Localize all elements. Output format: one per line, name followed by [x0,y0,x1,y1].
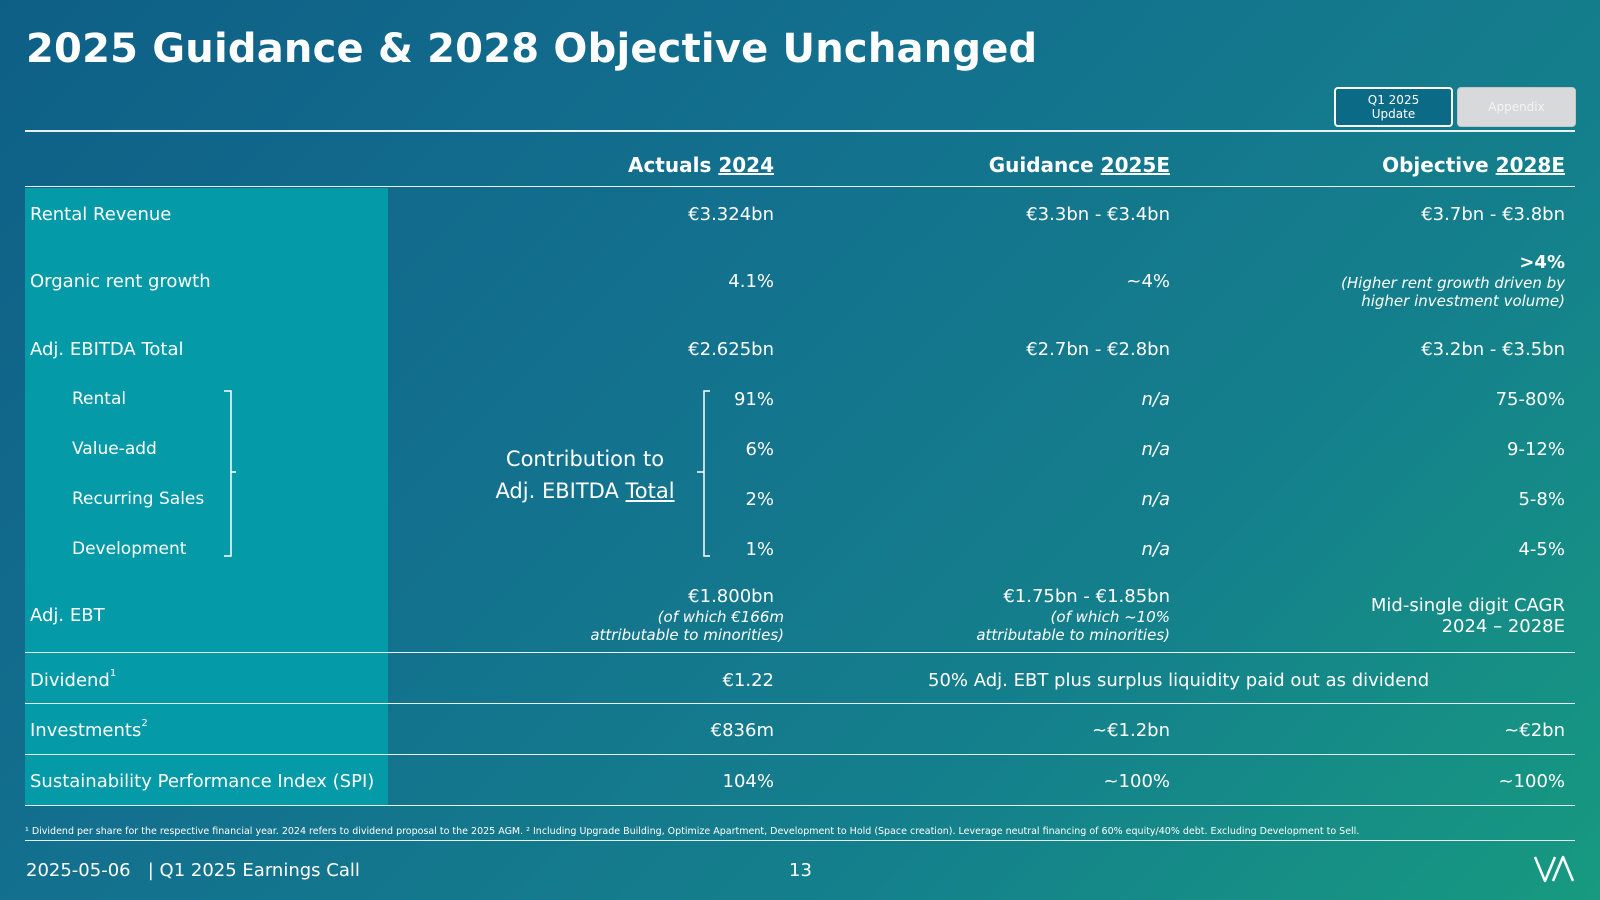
investments-footnote-marker: 2 [141,718,148,729]
row-label-spi: Sustainability Performance Index (SPI) [30,771,375,792]
left-bracket [224,390,236,557]
company-logo-icon [1533,855,1575,883]
contribution-line-1: Contribution to [505,447,665,471]
rental-objective: 75-80% [1495,389,1565,410]
footer-divider [25,840,1575,841]
row-label-value-add: Value-add [72,439,157,459]
dividend-footnote-marker: 1 [109,668,117,679]
page-title: 2025 Guidance & 2028 Objective Unchanged [26,26,1038,72]
investments-actual: €836m [710,720,774,741]
investments-objective: ~€2bn [1504,720,1565,741]
rental-revenue-objective: €3.7bn - €3.8bn [1421,204,1565,225]
rental-guidance: n/a [1141,389,1170,410]
ebt-guidance-note-1: (of which ~10% [1050,608,1170,626]
contribution-label: Contribution to Adj. EBITDA Total [470,443,700,507]
value-add-actual: 6% [745,439,774,460]
recurring-sales-actual: 2% [745,489,774,510]
row-label-adj-ebitda-total: Adj. EBITDA Total [30,339,184,360]
dividend-policy: 50% Adj. EBT plus surplus liquidity paid… [928,670,1430,691]
header-divider [25,186,1575,187]
row-divider-3 [25,754,1575,755]
row-label-dividend: Dividend1 [30,668,117,691]
spi-objective: ~100% [1498,771,1565,792]
row-label-organic-rent-growth: Organic rent growth [30,271,211,292]
investments-guidance: ~€1.2bn [1092,720,1170,741]
ebt-guidance-note-2: attributable to minorities) [976,626,1170,644]
page-number: 13 [789,860,812,881]
footer-date-event: 2025-05-06 | Q1 2025 Earnings Call [26,860,360,881]
column-header-guidance: Guidance 2025E [988,153,1170,177]
row-label-rental-revenue: Rental Revenue [30,204,172,225]
tab-q1-2025-update[interactable]: Q1 2025 Update [1334,87,1453,127]
top-divider [25,130,1575,132]
tab-q1-label: Q1 2025 Update [1367,93,1420,121]
spi-actual: 104% [722,771,774,792]
organic-growth-objective: >4% [1519,252,1565,273]
ebitda-objective: €3.2bn - €3.5bn [1421,339,1565,360]
ebt-objective-2: 2024 – 2028E [1441,616,1565,637]
column-header-actuals: Actuals 2024 [627,153,774,177]
row-label-development: Development [72,539,187,559]
ebitda-guidance: €2.7bn - €2.8bn [1026,339,1170,360]
ebt-actual: €1.800bn [688,586,774,607]
rental-revenue-actual: €3.324bn [688,204,774,225]
tab-appendix[interactable]: Appendix [1457,87,1576,127]
row-divider-2 [25,703,1575,704]
rental-actual: 91% [733,389,774,410]
ebitda-actual: €2.625bn [688,339,774,360]
right-bracket [697,390,710,557]
row-label-rental: Rental [72,389,127,409]
footnote: ¹ Dividend per share for the respective … [25,826,1360,837]
ebt-objective-1: Mid-single digit CAGR [1370,595,1565,616]
value-add-guidance: n/a [1141,439,1170,460]
recurring-sales-guidance: n/a [1141,489,1170,510]
value-add-objective: 9-12% [1507,439,1565,460]
recurring-sales-objective: 5-8% [1518,489,1565,510]
row-divider-1 [25,652,1575,653]
dividend-actual: €1.22 [722,670,774,691]
ebt-actual-note-1: (of which €166m [657,608,784,626]
spi-guidance: ~100% [1103,771,1170,792]
contribution-line-2: Adj. EBITDA Total [495,479,675,503]
row-divider-4 [25,805,1575,806]
row-label-investments: Investments2 [30,718,148,741]
rental-revenue-guidance: €3.3bn - €3.4bn [1026,204,1170,225]
column-header-objective: Objective 2028E [1382,153,1565,177]
row-label-recurring-sales: Recurring Sales [72,489,205,509]
row-label-column [25,188,388,805]
organic-growth-objective-note-1: (Higher rent growth driven by [1341,274,1565,292]
ebt-guidance: €1.75bn - €1.85bn [1003,586,1170,607]
row-label-adj-ebt: Adj. EBT [30,605,105,626]
organic-growth-objective-note-2: higher investment volume) [1361,292,1565,310]
organic-growth-actual: 4.1% [728,271,774,292]
development-actual: 1% [745,539,774,560]
ebt-actual-note-2: attributable to minorities) [590,626,784,644]
organic-growth-guidance: ~4% [1126,271,1170,292]
development-guidance: n/a [1141,539,1170,560]
tab-appendix-label: Appendix [1488,100,1545,114]
development-objective: 4-5% [1518,539,1565,560]
